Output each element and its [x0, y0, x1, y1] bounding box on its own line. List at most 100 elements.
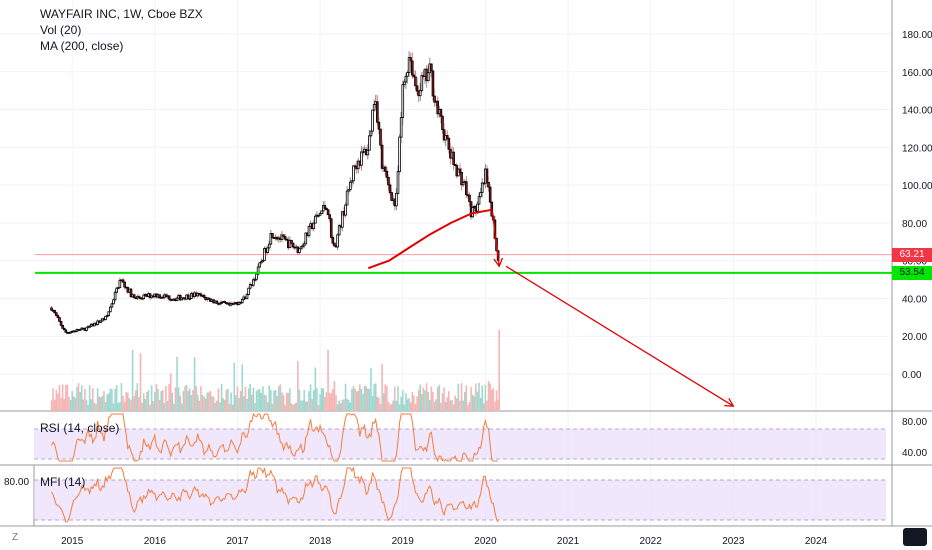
- volume-bar: [181, 403, 183, 411]
- volume-bar: [231, 404, 234, 411]
- candle-body: [142, 294, 146, 299]
- volume-bar: [154, 391, 156, 411]
- volume-bar: [60, 397, 62, 411]
- volume-bar: [394, 386, 396, 411]
- volume-bar: [223, 399, 226, 411]
- candle-body: [479, 192, 482, 198]
- volume-bar: [463, 391, 466, 411]
- volume-bar: [53, 399, 56, 411]
- volume-bar: [119, 402, 121, 411]
- candle-body: [301, 245, 304, 248]
- volume-bar: [273, 390, 275, 411]
- volume-bar: [285, 392, 288, 411]
- candle-body: [109, 306, 112, 313]
- candle-body: [331, 236, 335, 244]
- volume-bar: [222, 398, 224, 411]
- volume-bar: [347, 399, 350, 411]
- candle-body: [442, 129, 446, 141]
- candle-body: [116, 287, 120, 290]
- volume-bar: [149, 404, 151, 411]
- volume-bar: [468, 402, 471, 411]
- volume-bar: [130, 399, 132, 411]
- candle-body: [414, 76, 417, 87]
- volume-bar: [479, 397, 482, 411]
- volume-bar: [217, 388, 220, 411]
- volume-bar: [317, 404, 320, 411]
- volume-bar: [103, 391, 105, 411]
- candle-body: [372, 104, 376, 111]
- candle-body: [312, 222, 316, 230]
- volume-bar: [163, 402, 166, 411]
- volume-bar: [287, 392, 290, 411]
- candle-body: [298, 248, 301, 253]
- mfi-band: [34, 480, 886, 520]
- candle-body: [366, 149, 370, 156]
- price-candles[interactable]: [50, 51, 500, 334]
- volume-bar: [427, 392, 429, 411]
- trend-arrow: [505, 265, 734, 407]
- volume-bar: [354, 388, 356, 411]
- candle-body: [352, 165, 355, 182]
- candle-body: [299, 246, 303, 250]
- candle-body: [271, 233, 274, 239]
- volume-bar: [79, 391, 81, 411]
- timezone-button[interactable]: Z: [12, 532, 19, 543]
- volume-bar: [355, 391, 358, 411]
- volume-bar: [262, 386, 264, 411]
- volume-bar: [308, 391, 310, 411]
- volume-bar: [371, 395, 374, 411]
- candle-body: [412, 74, 416, 78]
- candle-body: [129, 288, 133, 298]
- volume-bar: [419, 384, 422, 411]
- candle-body: [380, 144, 384, 169]
- volume-bar: [241, 364, 244, 411]
- candle-body: [345, 190, 349, 206]
- volume-bar: [352, 385, 355, 411]
- volume-bar: [257, 389, 259, 411]
- time-tick-label: 2016: [144, 536, 167, 547]
- candle-body: [433, 95, 436, 103]
- volume-bar: [297, 361, 299, 411]
- volume-bar: [362, 393, 364, 411]
- candle-body: [123, 281, 126, 288]
- volume-bar: [401, 390, 404, 411]
- volume-bar: [82, 399, 85, 411]
- candle-body: [323, 205, 327, 209]
- volume-bar: [416, 396, 418, 411]
- volume-bar: [122, 395, 124, 411]
- volume-bar: [142, 393, 145, 411]
- volume-bar: [66, 384, 69, 411]
- chart-title: WAYFAIR INC, 1W, Cboe BZX: [40, 7, 203, 21]
- volume-bar: [136, 383, 139, 411]
- volume-bar: [341, 399, 344, 411]
- time-axis-ticks: 2015 2016 2017 2018 2019 2020 2021 2022 2023 2024: [61, 536, 827, 547]
- candle-body: [453, 164, 457, 166]
- candle-body: [458, 168, 462, 173]
- candle-body: [360, 151, 363, 166]
- volume-bar: [85, 399, 88, 411]
- candle-body: [158, 294, 161, 299]
- volume-bar: [414, 403, 417, 411]
- volume-bar: [462, 400, 464, 411]
- trend-arrow-head: [724, 397, 735, 407]
- volume-bar: [379, 403, 382, 411]
- volume-bar: [93, 402, 96, 411]
- candle-body: [409, 57, 413, 62]
- candle-body: [137, 296, 141, 299]
- volume-bar: [413, 395, 415, 411]
- volume-bar: [147, 389, 150, 411]
- volume-bar: [173, 403, 175, 411]
- candle-body: [255, 273, 258, 280]
- volume-bar: [319, 394, 321, 411]
- volume-bar: [247, 388, 250, 411]
- volume-bar: [451, 400, 453, 411]
- volume-bar: [422, 387, 425, 411]
- volume-bars: [50, 330, 500, 411]
- volume-bar: [63, 398, 66, 411]
- candle-body: [132, 294, 136, 298]
- volume-bar: [405, 393, 407, 411]
- volume-bar: [77, 383, 80, 411]
- candle-body: [64, 329, 68, 333]
- volume-bar: [343, 399, 345, 411]
